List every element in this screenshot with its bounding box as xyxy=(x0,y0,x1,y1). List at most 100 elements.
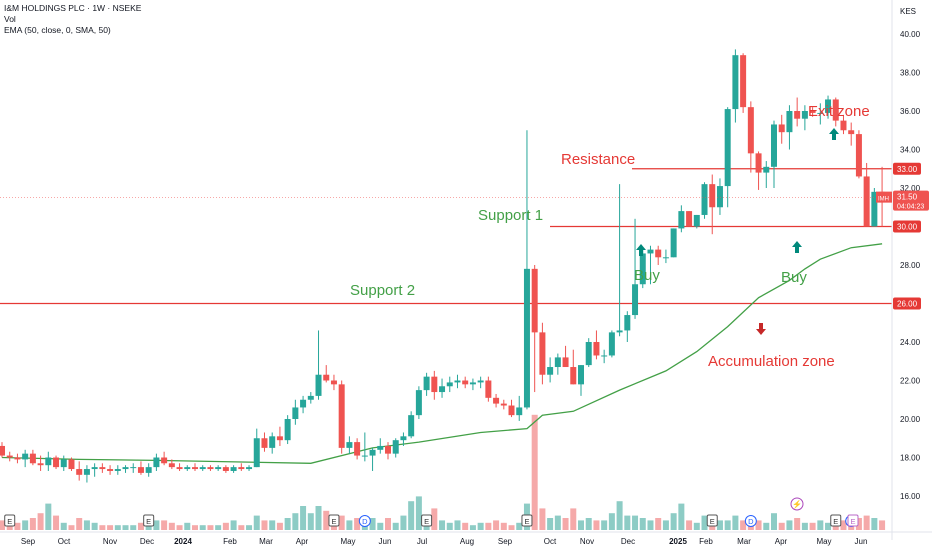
candle-body xyxy=(771,124,777,167)
candle-body xyxy=(53,457,60,468)
ema-line xyxy=(1,243,883,464)
volume-bar xyxy=(686,520,693,530)
candle-body xyxy=(585,342,592,366)
volume-bar xyxy=(76,518,83,530)
volume-bar xyxy=(22,520,29,530)
volume-bar xyxy=(570,508,577,530)
candle-body xyxy=(655,249,662,258)
legend-title: I&M HOLDINGS PLC · 1W · NSEKE xyxy=(4,3,142,13)
candle-body xyxy=(276,436,283,441)
candle-body xyxy=(647,249,654,254)
level-price-label: 26.00 xyxy=(897,300,918,309)
candle-body xyxy=(130,467,137,469)
candle-body xyxy=(832,99,839,121)
event-markers: EEEDEEEDEDE⚡ xyxy=(4,497,859,527)
candle-body xyxy=(462,380,469,385)
volume-bar xyxy=(678,503,685,530)
x-tick-label: Oct xyxy=(58,537,71,546)
candle-body xyxy=(385,445,391,454)
candle-body xyxy=(222,467,229,471)
exit-zone-arrow-icon xyxy=(829,128,839,140)
event-marker-label: D xyxy=(362,517,368,526)
candle-body xyxy=(763,166,770,173)
current-price-label: 31.50 xyxy=(897,193,918,202)
candle-body xyxy=(662,257,669,259)
candle-body xyxy=(855,134,862,177)
candle-body xyxy=(562,357,569,368)
volume-bar xyxy=(230,520,237,530)
candle-body xyxy=(578,365,584,385)
volume-bar xyxy=(477,522,484,530)
candle-body xyxy=(469,382,476,385)
annotation-buy-1: Buy xyxy=(634,267,660,284)
volume-bar xyxy=(176,525,183,530)
earnings-marker: E xyxy=(706,514,718,527)
candle-body xyxy=(246,467,253,470)
volume-bar xyxy=(37,513,44,530)
legend-vol: Vol xyxy=(4,14,16,24)
volume-bar xyxy=(122,525,129,530)
ema-polyline xyxy=(1,243,883,464)
candle-body xyxy=(315,374,322,396)
candle-body xyxy=(848,130,855,135)
x-tick-label: Jul xyxy=(417,537,427,546)
volume-bar xyxy=(601,520,608,530)
volume-bar xyxy=(215,525,222,530)
candle-body xyxy=(554,357,561,368)
candle-body xyxy=(531,268,538,333)
volume-bar xyxy=(740,520,747,530)
y-tick-label: 40.00 xyxy=(900,30,921,39)
x-tick-label: May xyxy=(340,537,355,546)
candle-body xyxy=(508,405,515,416)
event-marker-label: E xyxy=(146,517,151,526)
candle-body xyxy=(323,374,330,381)
volume-bar xyxy=(29,518,36,530)
candle-body xyxy=(740,55,747,108)
candle-body xyxy=(539,332,546,375)
event-marker-label: E xyxy=(424,517,429,526)
candle-body xyxy=(354,442,361,456)
volume-bar xyxy=(794,518,801,530)
x-tick-label: Jun xyxy=(855,537,868,546)
volume-bar xyxy=(114,525,121,530)
x-tick-label: Nov xyxy=(103,537,117,546)
annotation-exit-zone: Exit zone xyxy=(808,103,870,120)
volume-bar xyxy=(809,522,816,530)
volume-bar xyxy=(670,513,677,530)
x-tick-label: Dec xyxy=(140,537,154,546)
candle-body xyxy=(338,384,345,448)
annotation-buy-2: Buy xyxy=(781,269,807,286)
volume-bar xyxy=(315,506,322,530)
candle-body xyxy=(330,380,337,385)
volume-bar xyxy=(655,518,662,530)
y-tick-label: 28.00 xyxy=(900,261,921,270)
volume-bar xyxy=(771,513,777,530)
chart-legend: I&M HOLDINGS PLC · 1W · NSEKE Vol EMA (5… xyxy=(4,3,141,36)
candle-body xyxy=(493,397,500,404)
candle-body xyxy=(801,111,808,119)
candle-body xyxy=(145,467,152,473)
candle-body xyxy=(0,445,5,456)
volume-bar xyxy=(392,522,399,530)
level-price-tag xyxy=(893,162,921,175)
x-tick-label: Nov xyxy=(580,537,594,546)
candle-body xyxy=(624,315,631,331)
candle-body xyxy=(446,382,453,387)
annotations: Exit zone Resistance Support 1 Support 2… xyxy=(350,103,870,370)
volume-bar xyxy=(508,525,515,530)
volume-bar xyxy=(716,520,723,530)
volume-bar xyxy=(755,520,762,530)
y-tick-label: 22.00 xyxy=(900,377,921,386)
y-tick-label: 16.00 xyxy=(900,492,921,501)
x-tick-label: 2024 xyxy=(174,537,192,546)
volume-bar xyxy=(632,515,639,530)
candle-body xyxy=(29,453,36,464)
volume-bar xyxy=(246,525,253,530)
candle-body xyxy=(778,124,785,133)
event-marker-label: E xyxy=(710,517,715,526)
event-marker-label: D xyxy=(748,517,754,526)
volume-bar xyxy=(801,522,808,530)
candle-body xyxy=(608,332,615,356)
countdown-label: 04:04:23 xyxy=(897,204,924,211)
